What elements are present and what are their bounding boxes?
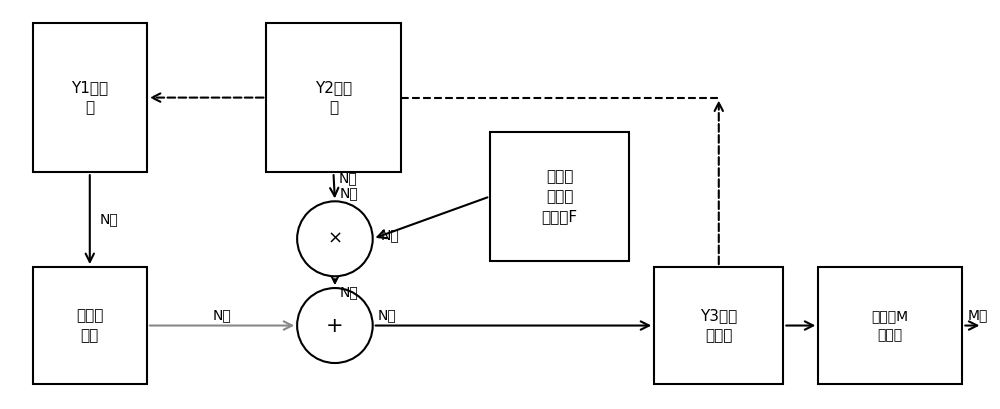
Bar (818, 267, 962, 384)
Text: +: + (326, 315, 344, 335)
Text: Y3输出
寄存器: Y3输出 寄存器 (700, 308, 737, 343)
Text: ×: × (327, 230, 342, 248)
Text: N位: N位 (378, 308, 396, 322)
Text: 频率控
制参数
寄存器F: 频率控 制参数 寄存器F (542, 169, 578, 224)
Bar (266, 23, 401, 172)
Text: Y2寄存
器: Y2寄存 器 (315, 80, 352, 115)
Bar (654, 267, 783, 384)
Text: Y1寄存
器: Y1寄存 器 (71, 80, 108, 115)
Text: N位: N位 (213, 308, 231, 322)
Ellipse shape (297, 288, 373, 363)
Text: N位: N位 (381, 228, 399, 242)
Text: 截取高M
位输出: 截取高M 位输出 (872, 309, 909, 342)
Text: N位: N位 (100, 213, 118, 227)
Bar (33, 267, 147, 384)
Text: N位: N位 (340, 186, 359, 200)
Bar (490, 132, 629, 261)
Bar (33, 23, 147, 172)
Text: M位: M位 (967, 308, 988, 322)
Text: 取负数
运算: 取负数 运算 (76, 308, 103, 343)
Text: N位: N位 (338, 172, 357, 186)
Ellipse shape (297, 201, 373, 276)
Text: N位: N位 (340, 285, 359, 299)
